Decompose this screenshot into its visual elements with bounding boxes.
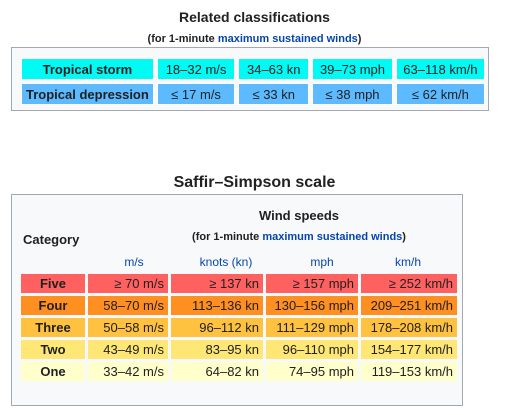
category-cell-kmh: 178–208 km/h — [361, 318, 457, 337]
category-cell-kn: ≥ 137 kn — [171, 274, 263, 293]
category-cell-ms: 43–49 m/s — [88, 340, 168, 359]
related-cell-mph: ≤ 38 mph — [312, 83, 393, 105]
category-row: Four 58–70 m/s 113–136 kn 130–156 mph 209–25… — [21, 296, 457, 315]
category-cell-cat[interactable]: Four — [21, 296, 85, 315]
maximum-sustained-winds-link[interactable]: maximum sustained winds — [217, 33, 358, 45]
category-cell-kmh: 154–177 km/h — [361, 340, 457, 359]
related-classifications-table: Tropical storm 18–32 m/s 34–63 kn 39–73 mph… — [18, 55, 488, 108]
category-cell-ms: 58–70 m/s — [88, 296, 168, 315]
unit-header-kmh[interactable]: km/h — [394, 255, 421, 269]
subtitle-prefix: (for 1-minute — [192, 231, 263, 243]
category-cell-kn: 113–136 kn — [171, 296, 263, 315]
saffir-simpson-box: Wind speeds (for 1-minute maximum sustai… — [11, 194, 463, 406]
related-classifications-subtitle: (for 1-minute maximum sustained winds) — [0, 33, 509, 45]
category-row: One 33–42 m/s 64–82 kn 74–95 mph 119–153 km/… — [21, 362, 457, 381]
category-cell-kn: 96–112 kn — [171, 318, 263, 337]
category-cell-kmh: 209–251 km/h — [361, 296, 457, 315]
category-cell-kmh: 119–153 km/h — [361, 362, 457, 381]
category-cell-mph: ≥ 157 mph — [266, 274, 358, 293]
related-cell-kn: 34–63 kn — [238, 58, 310, 80]
category-cell-mph: 96–110 mph — [266, 340, 358, 359]
related-cell-ms: ≤ 17 m/s — [156, 83, 236, 105]
related-cell-kn: ≤ 33 kn — [238, 83, 310, 105]
category-cell-kmh: ≥ 252 km/h — [361, 274, 457, 293]
subtitle-prefix: (for 1-minute — [147, 33, 218, 45]
category-header: Category — [23, 232, 80, 247]
category-cell-cat[interactable]: One — [21, 362, 85, 381]
subtitle-suffix: ) — [357, 33, 362, 45]
category-cell-cat[interactable]: Five — [21, 274, 85, 293]
unit-header-mph[interactable]: mph — [310, 255, 334, 269]
category-cell-mph: 111–129 mph — [266, 318, 358, 337]
category-cell-ms: 50–58 m/s — [88, 318, 168, 337]
unit-header-ms[interactable]: m/s — [124, 255, 144, 269]
related-classifications-title: Related classifications — [179, 9, 330, 25]
wind-speeds-header: Wind speeds — [258, 208, 340, 223]
related-cell-name[interactable]: Tropical storm — [21, 58, 154, 80]
category-row: Three 50–58 m/s 96–112 kn 111–129 mph 178–20… — [21, 318, 457, 337]
related-row: Tropical depression ≤ 17 m/s ≤ 33 kn ≤ 38 m… — [21, 83, 485, 105]
category-cell-mph: 74–95 mph — [266, 362, 358, 381]
saffir-simpson-title: Saffir–Simpson scale — [173, 174, 336, 191]
related-cell-ms: 18–32 m/s — [156, 58, 236, 80]
category-cell-cat[interactable]: Two — [21, 340, 85, 359]
category-cell-kn: 83–95 kn — [171, 340, 263, 359]
unit-header-kn[interactable]: knots (kn) — [199, 255, 253, 269]
related-cell-name[interactable]: Tropical depression — [21, 83, 154, 105]
related-cell-kmh: 63–118 km/h — [395, 58, 485, 80]
saffir-simpson-subtitle: (for 1-minute maximum sustained winds) — [149, 231, 449, 243]
category-cell-ms: ≥ 70 m/s — [88, 274, 168, 293]
saffir-simpson-table: Five ≥ 70 m/s ≥ 137 kn ≥ 157 mph ≥ 252 km/h F… — [18, 271, 460, 384]
category-row: Two 43–49 m/s 83–95 kn 96–110 mph 154–177 km… — [21, 340, 457, 359]
related-cell-kmh: ≤ 62 km/h — [395, 83, 485, 105]
category-row: Five ≥ 70 m/s ≥ 137 kn ≥ 157 mph ≥ 252 km/h — [21, 274, 457, 293]
category-cell-mph: 130–156 mph — [266, 296, 358, 315]
related-classifications-box: Tropical storm 18–32 m/s 34–63 kn 39–73 mph… — [11, 47, 489, 111]
category-cell-ms: 33–42 m/s — [88, 362, 168, 381]
related-cell-mph: 39–73 mph — [312, 58, 393, 80]
subtitle-suffix: ) — [402, 231, 406, 243]
maximum-sustained-winds-link[interactable]: maximum sustained winds — [262, 231, 403, 243]
category-cell-kn: 64–82 kn — [171, 362, 263, 381]
category-cell-cat[interactable]: Three — [21, 318, 85, 337]
related-row: Tropical storm 18–32 m/s 34–63 kn 39–73 mph… — [21, 58, 485, 80]
